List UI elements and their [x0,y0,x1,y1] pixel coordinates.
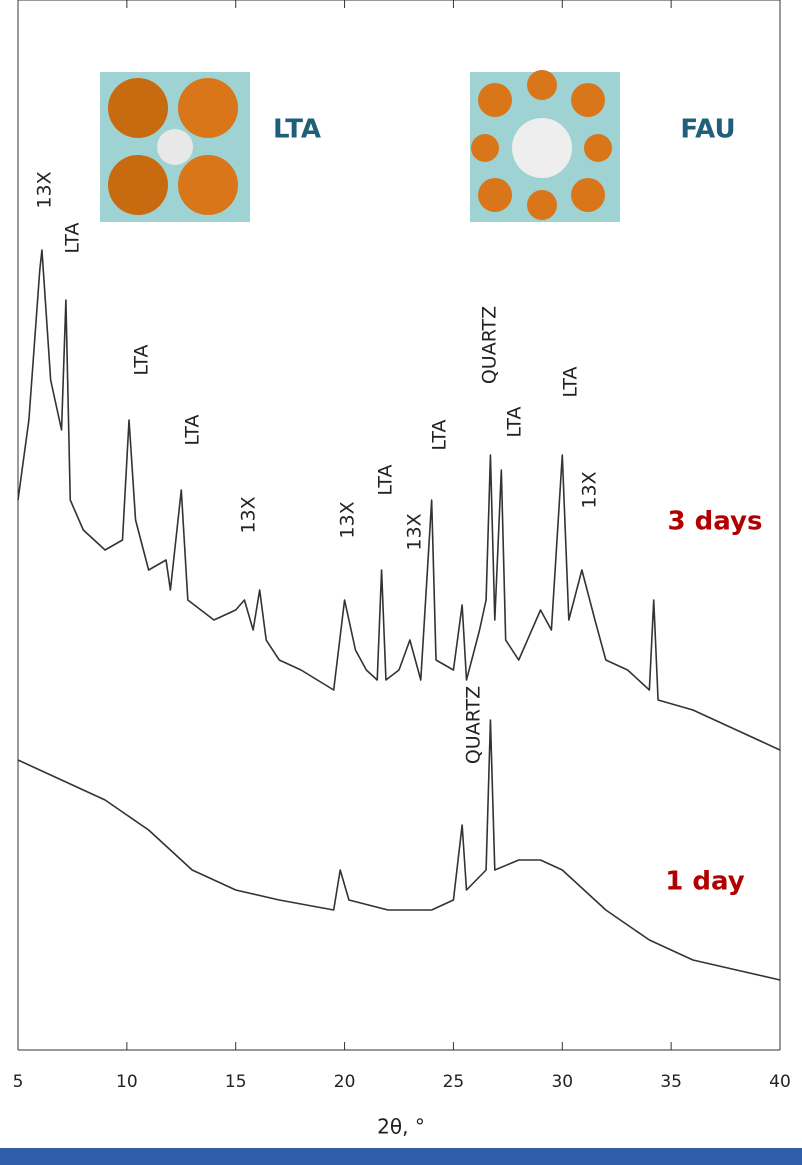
structure-label: LTA [273,115,321,145]
x-tick-label: 40 [769,1072,791,1092]
peak-annotation: 13X [34,171,56,208]
peak-annotation: QUARTZ [463,686,485,764]
structure-label: FAU [680,115,735,145]
x-tick-label: 35 [660,1072,682,1092]
x-tick-label: 30 [551,1072,573,1092]
series-label: 3 days [668,507,763,537]
peak-annotation: LTA [429,419,451,450]
x-tick-label: 20 [334,1072,356,1092]
series-line [17,249,781,751]
peak-annotation: LTA [182,414,204,445]
footer-bar [0,1148,802,1165]
structure-fau [470,70,620,222]
peak-annotation: LTA [375,464,397,495]
peak-annotation: 13X [337,501,359,538]
x-tick-label: 15 [225,1072,247,1092]
peak-annotation: 13X [404,513,426,550]
x-tick-label: 10 [116,1072,138,1092]
peak-annotation: 13X [238,496,260,533]
peak-annotation: 13X [579,471,601,508]
peak-annotation: QUARTZ [479,306,501,384]
x-tick-label: 25 [443,1072,465,1092]
x-axis-title: 2θ, ° [377,1115,425,1139]
peak-annotation: LTA [504,406,526,437]
structure-lta [100,72,250,222]
series-label: 1 day [665,867,744,897]
series-line [17,719,781,981]
peak-annotation: LTA [62,222,84,253]
x-tick-label: 5 [13,1072,24,1092]
peak-annotation: LTA [131,344,153,375]
peak-annotation: LTA [560,366,582,397]
